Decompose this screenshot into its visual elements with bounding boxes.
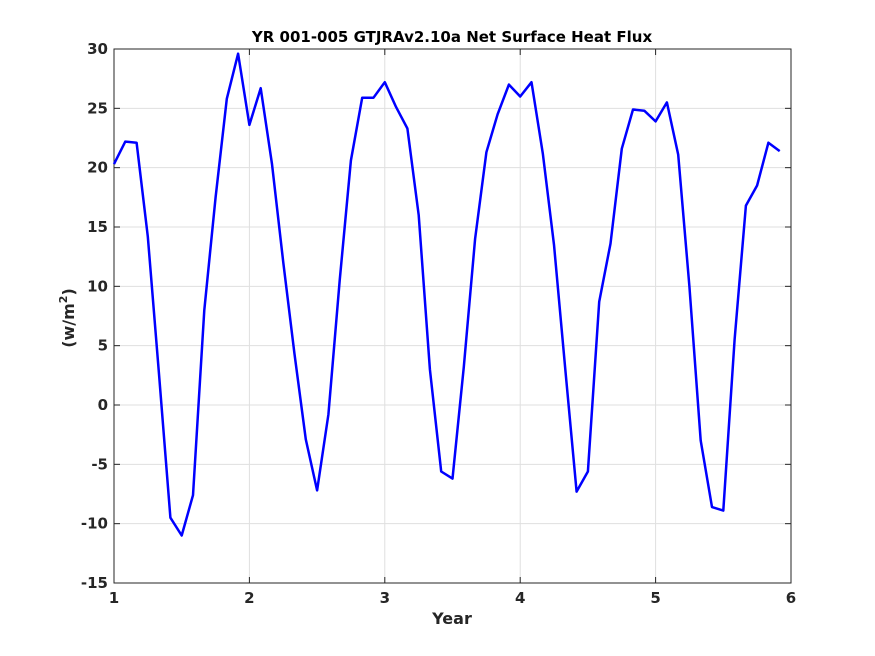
y-tick-label: 0 <box>98 396 108 414</box>
y-tick-label: 20 <box>87 159 108 177</box>
series-line <box>112 52 781 537</box>
plot-frame <box>113 48 792 584</box>
y-tick-label: 10 <box>87 277 108 295</box>
y-tick-label: -15 <box>81 574 108 592</box>
chart-title: YR 001-005 GTJRAv2.10a Net Surface Heat … <box>251 28 653 46</box>
x-tick-label: 3 <box>380 589 390 607</box>
x-tick-label: 1 <box>109 589 119 607</box>
y-axis-label-sup: 2 <box>57 296 70 304</box>
series-group <box>112 52 781 537</box>
y-tick-label: 25 <box>87 99 108 117</box>
plot-area <box>113 48 792 584</box>
x-tick-label: 4 <box>515 589 525 607</box>
y-tick-label: -10 <box>81 515 108 533</box>
y-tick-label: 15 <box>87 218 108 236</box>
y-axis-label-main: (w/m <box>59 303 78 348</box>
y-axis-label-close: ) <box>59 288 78 295</box>
y-tick-label: 5 <box>98 337 108 355</box>
axis-ticks: 1 2 3 4 5 6 -15 -10 -5 0 5 10 15 20 25 30 <box>81 40 796 607</box>
x-tick-label: 2 <box>244 589 254 607</box>
y-tick-label: 30 <box>87 40 108 58</box>
x-axis-label: Year <box>431 609 472 628</box>
x-tick-label: 5 <box>650 589 660 607</box>
y-axis-label: (w/m2) <box>57 288 78 348</box>
x-tick-label: 6 <box>786 589 796 607</box>
y-tick-label: -5 <box>91 455 108 473</box>
